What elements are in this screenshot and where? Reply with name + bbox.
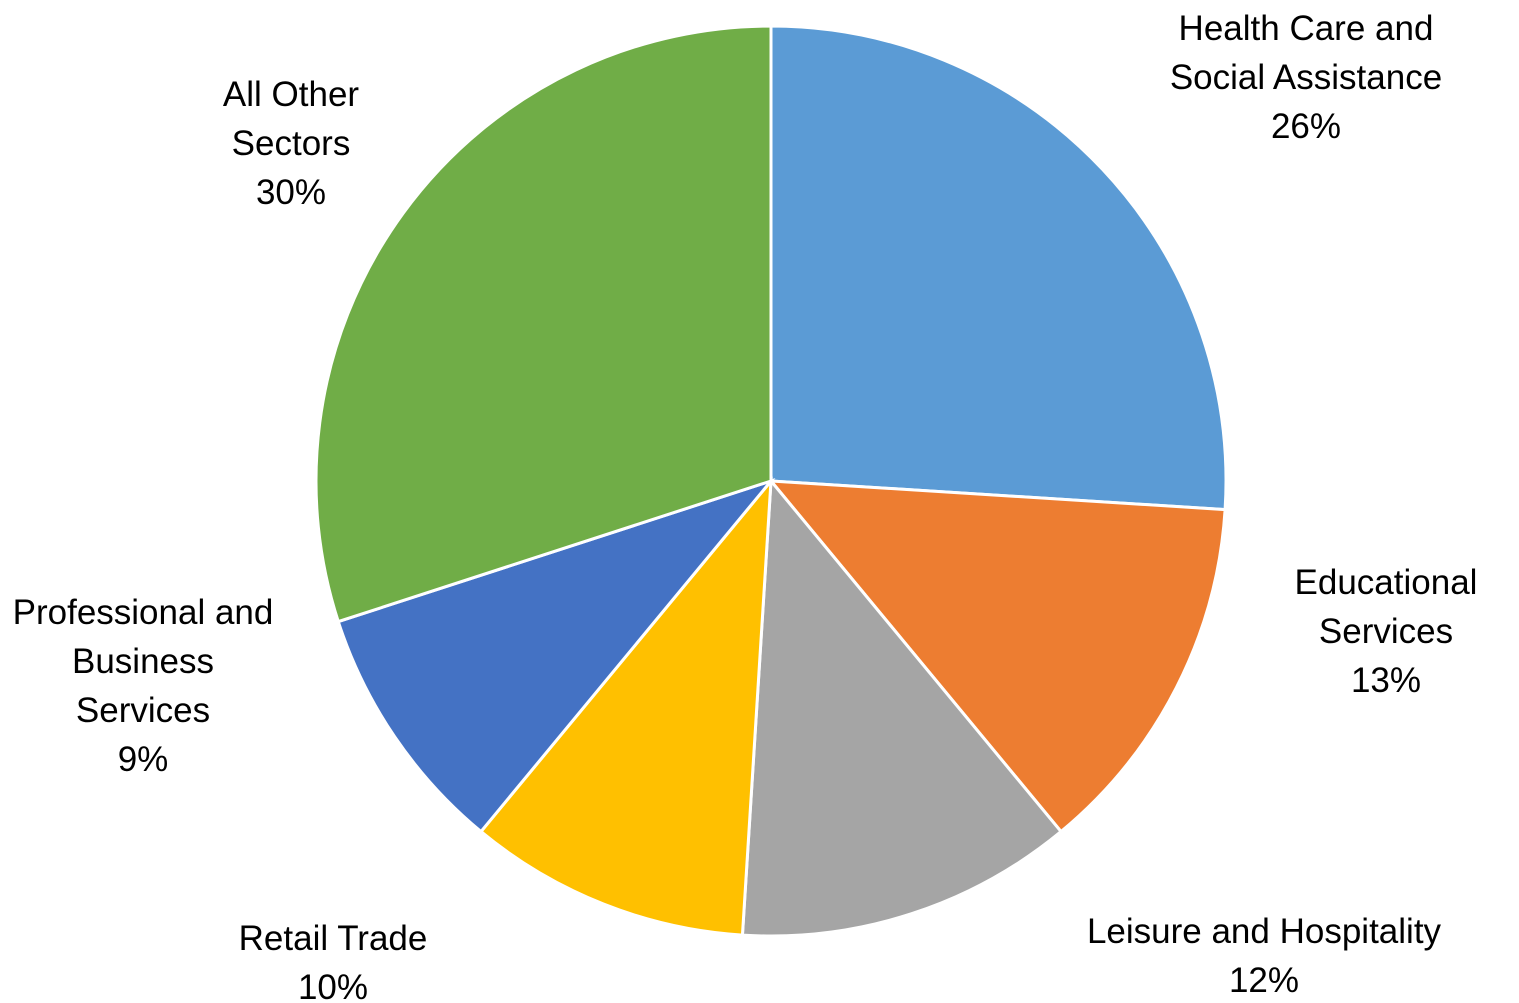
category-label: Health Care and Social Assistance (1169, 9, 1443, 97)
slice-label: Educational Services 13% (1269, 558, 1504, 705)
pie-slice (478, 476, 773, 937)
value-label: 26% (1270, 107, 1342, 146)
category-label: Professional and Business Services (12, 593, 274, 730)
value-label: 9% (117, 740, 169, 779)
pie-slice (767, 479, 1227, 834)
value-label: 30% (255, 173, 327, 212)
category-label: Retail Trade (238, 919, 428, 958)
pie-slice (314, 24, 773, 624)
slice-label: All Other Sectors 30% (199, 70, 384, 217)
slice-label: Professional and Business Services 9% (8, 588, 278, 784)
slice-label: Health Care and Social Assistance 26% (1134, 4, 1479, 151)
value-label: 13% (1350, 661, 1422, 700)
value-label: 10% (297, 968, 369, 1003)
pie-slice (740, 477, 1064, 938)
value-label: 12% (1228, 961, 1300, 1000)
slice-label: Leisure and Hospitality 12% (1034, 907, 1494, 1003)
category-label: Educational Services (1294, 563, 1478, 651)
category-label: Leisure and Hospitality (1086, 912, 1442, 951)
slice-label: Retail Trade 10% (183, 914, 483, 1003)
pie-slice (769, 24, 1228, 512)
category-label: All Other Sectors (222, 75, 360, 163)
pie-slice (336, 477, 776, 834)
